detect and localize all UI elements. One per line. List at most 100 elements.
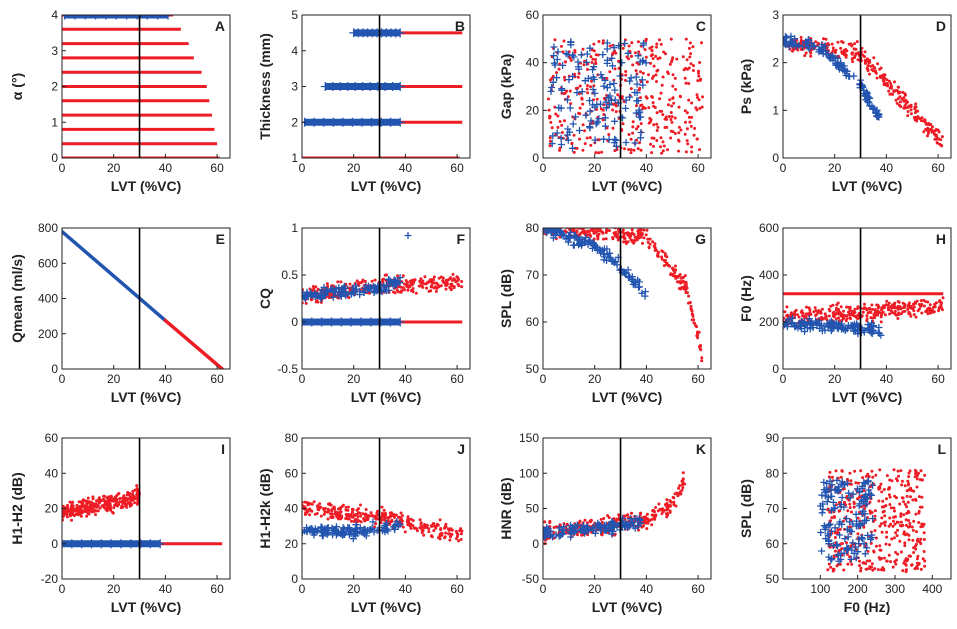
- data-point-red: [599, 107, 603, 111]
- data-point-red: [881, 310, 885, 314]
- data-point-red: [594, 61, 598, 64]
- data-point-red: [827, 314, 831, 318]
- data-point-red: [859, 569, 863, 573]
- data-point-red: [896, 552, 900, 556]
- data-point-blue: [827, 485, 835, 493]
- data-point-blue: [875, 324, 883, 331]
- data-point-blue: [818, 509, 826, 517]
- data-point-blue: [578, 88, 586, 96]
- data-point-blue: [389, 282, 397, 290]
- data-point-red: [621, 122, 625, 126]
- data-point-red: [859, 566, 863, 570]
- data-point-blue: [376, 117, 386, 127]
- data-point-blue: [622, 139, 630, 146]
- data-point-red: [658, 97, 662, 101]
- x-tick-label: 300: [885, 582, 905, 596]
- data-point-red: [826, 568, 830, 572]
- y-tick-label: 0: [772, 362, 779, 376]
- data-point-red: [568, 89, 572, 93]
- y-tick-label: 40: [285, 502, 299, 516]
- data-point-red: [316, 505, 320, 508]
- data-point-red: [874, 69, 877, 73]
- data-point-red: [906, 110, 910, 114]
- data-point-blue: [101, 15, 111, 20]
- data-point-blue: [569, 72, 577, 80]
- data-point-blue: [609, 527, 617, 535]
- data-point-red: [600, 533, 604, 537]
- data-point-blue: [377, 281, 385, 289]
- data-point-blue: [555, 524, 563, 532]
- y-tick-label: -20: [41, 572, 59, 586]
- data-point-red: [447, 532, 450, 536]
- data-point-red: [853, 307, 857, 311]
- data-point-red: [658, 56, 662, 60]
- data-point-red: [359, 514, 363, 518]
- data-point-red: [662, 510, 665, 513]
- series-blue: [817, 476, 877, 565]
- data-point-blue: [302, 293, 309, 301]
- data-point-red: [578, 84, 582, 88]
- y-tick-label: 90: [766, 431, 780, 445]
- data-point-red: [870, 469, 874, 473]
- data-point-blue: [309, 117, 319, 127]
- data-point-red: [879, 522, 883, 526]
- data-point-red: [616, 93, 620, 97]
- data-point-red: [917, 562, 921, 565]
- data-point-red: [890, 311, 894, 315]
- data-point-red: [543, 520, 547, 524]
- y-tick-label: 1: [51, 115, 58, 129]
- data-point-blue: [622, 104, 630, 112]
- x-tick-label: 0: [540, 372, 547, 386]
- data-point-red: [427, 280, 431, 283]
- data-point-red: [118, 500, 122, 504]
- data-point-blue: [840, 549, 848, 557]
- x-tick-label: 40: [880, 161, 894, 175]
- data-point-blue: [633, 97, 641, 105]
- data-point-red: [599, 229, 603, 233]
- data-point-red: [457, 539, 461, 543]
- data-point-red: [659, 136, 663, 140]
- data-point-red: [331, 507, 335, 510]
- data-point-red: [698, 148, 701, 152]
- data-point-blue: [565, 234, 573, 242]
- data-point-blue: [552, 231, 559, 239]
- data-point-red: [654, 506, 658, 509]
- data-point-red: [573, 72, 577, 76]
- data-point-red: [862, 489, 866, 493]
- data-point-blue: [823, 479, 831, 487]
- y-tick-label: 60: [526, 8, 540, 22]
- data-point-red: [596, 53, 600, 57]
- data-point-red: [892, 506, 896, 510]
- data-point-red: [400, 289, 404, 293]
- data-point-red: [883, 73, 887, 77]
- data-point-red: [376, 509, 379, 513]
- y-tick-label: 0: [532, 537, 539, 551]
- data-point-red: [627, 148, 631, 151]
- data-point-blue: [564, 96, 571, 104]
- data-point-red: [887, 308, 891, 312]
- data-point-red: [631, 63, 635, 67]
- data-point-red: [902, 99, 906, 103]
- data-point-red: [913, 111, 917, 114]
- x-tick-label: 20: [588, 161, 602, 175]
- data-layer: [62, 15, 220, 158]
- data-point-blue: [550, 52, 558, 60]
- data-point-blue: [612, 136, 620, 144]
- data-point-red: [411, 519, 415, 523]
- data-point-red: [843, 314, 846, 318]
- x-tick-label: 20: [588, 582, 602, 596]
- data-point-red: [624, 231, 628, 235]
- data-point-red: [417, 284, 421, 288]
- data-point-red: [681, 478, 685, 482]
- data-point-blue: [602, 104, 610, 112]
- data-point-blue: [551, 61, 559, 69]
- data-point-red: [807, 306, 811, 310]
- data-point-red: [408, 279, 412, 283]
- data-point-red: [670, 120, 674, 124]
- data-point-red: [858, 564, 861, 567]
- series-red: [62, 484, 223, 546]
- data-point-red: [629, 87, 633, 91]
- series-red: [783, 35, 944, 148]
- data-point-blue: [631, 139, 639, 147]
- data-point-blue: [823, 498, 831, 506]
